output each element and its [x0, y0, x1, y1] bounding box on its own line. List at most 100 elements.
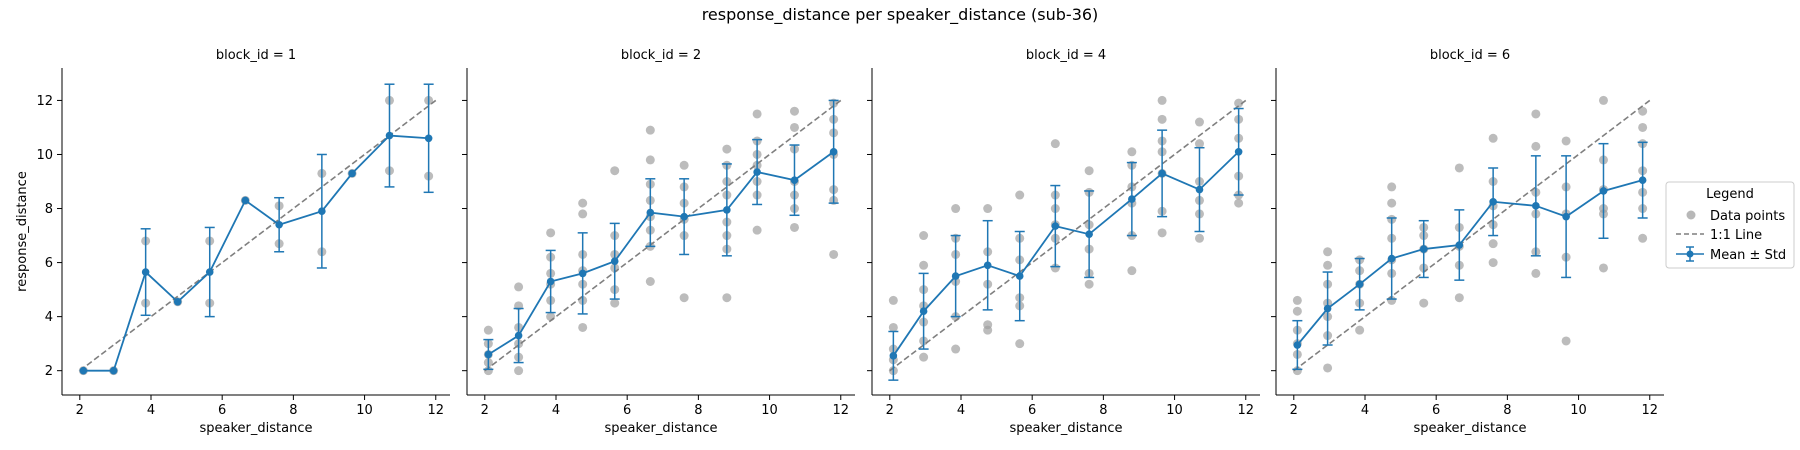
data-point — [1157, 114, 1167, 124]
mean-marker — [318, 207, 326, 216]
mean-marker — [79, 366, 88, 375]
data-point — [578, 198, 588, 208]
legend-frame — [1665, 181, 1795, 269]
panel: block_id = 2 2 4 6 8 10 12 speaker_distance — [462, 48, 855, 436]
y-tick-label: 12 — [36, 94, 53, 109]
mean-marker — [109, 366, 118, 375]
mean-marker — [1638, 176, 1647, 184]
y-tick-label: 4 — [45, 310, 53, 325]
data-point — [1638, 106, 1648, 116]
mean-marker — [723, 206, 731, 214]
mean-marker — [829, 147, 838, 156]
mean-marker — [1455, 241, 1464, 249]
mean-marker — [680, 212, 688, 221]
data-point — [679, 293, 689, 303]
x-tick-label: 12 — [1641, 403, 1658, 418]
mean-marker — [919, 307, 928, 316]
data-point — [722, 144, 732, 154]
mean-marker — [141, 268, 150, 276]
data-point — [919, 260, 929, 270]
data-point — [1387, 182, 1397, 192]
mean-marker — [753, 168, 761, 176]
panels: block_id = 1 2 4 6 8 10 12 2 4 6 8 10 12 speaker_dist… — [15, 48, 1664, 436]
legend-item-label: Data points — [1710, 209, 1785, 224]
x-tick-label: 12 — [427, 403, 444, 418]
data-point — [679, 160, 689, 170]
mean-marker — [1293, 341, 1302, 349]
x-tick-label: 12 — [832, 403, 849, 418]
data-point — [752, 225, 762, 235]
y-tick-label: 10 — [36, 148, 53, 163]
data-point — [1084, 166, 1094, 176]
panel: block_id = 6 2 4 6 8 10 12 speaker_distance — [1271, 48, 1664, 436]
mean-marker — [484, 350, 493, 359]
data-point — [1194, 117, 1204, 127]
data-point — [610, 298, 620, 308]
mean-marker — [424, 134, 433, 143]
legend: Legend Data points 1:1 Line Mean ± Std — [1665, 181, 1795, 269]
mean-marker — [1195, 185, 1204, 194]
data-point — [1598, 263, 1608, 273]
mean-marker — [1128, 195, 1136, 203]
data-point — [1638, 122, 1648, 132]
data-point — [483, 325, 493, 335]
mean-marker — [1085, 230, 1093, 239]
legend-item-label: Mean ± Std — [1710, 248, 1786, 263]
legend-title: Legend — [1706, 187, 1754, 202]
data-point — [722, 293, 732, 303]
data-point — [1387, 198, 1397, 208]
data-point — [752, 109, 762, 119]
figure-title: response_distance per speaker_distance (… — [702, 5, 1099, 25]
data-point — [1157, 95, 1167, 105]
mean-marker — [646, 208, 655, 217]
data-point — [1127, 147, 1137, 157]
data-point — [645, 276, 655, 286]
mean-marker — [205, 268, 214, 276]
data-point — [1488, 239, 1498, 249]
x-axis-label: speaker_distance — [1010, 421, 1123, 436]
x-tick-label: 10 — [356, 403, 373, 418]
x-axis-label: speaker_distance — [605, 421, 718, 436]
mean-marker — [1489, 197, 1497, 206]
data-point — [1292, 295, 1302, 305]
data-point — [645, 125, 655, 135]
panel: block_id = 4 2 4 6 8 10 12 speaker_distance — [867, 48, 1260, 436]
data-point — [1454, 163, 1464, 173]
y-tick-label: 6 — [45, 256, 53, 271]
mean-marker — [578, 269, 587, 278]
data-point — [1015, 339, 1025, 349]
mean-marker — [1015, 272, 1024, 280]
mean-marker — [1532, 202, 1540, 210]
x-tick-label: 4 — [957, 403, 965, 418]
data-point — [888, 295, 898, 305]
x-tick-label: 4 — [147, 403, 155, 418]
data-point — [514, 366, 524, 376]
data-point — [610, 166, 620, 176]
data-point — [1638, 233, 1648, 243]
mean-marker — [1599, 187, 1608, 195]
data-point — [919, 352, 929, 362]
data-point — [1323, 260, 1333, 270]
mean-marker — [1562, 212, 1570, 221]
data-point — [1531, 141, 1541, 151]
mean-marker — [889, 352, 898, 360]
panel-title: block_id = 1 — [216, 48, 296, 63]
x-tick-label: 8 — [694, 403, 702, 418]
mean-marker — [546, 277, 555, 286]
x-tick-label: 10 — [761, 403, 778, 418]
x-tick-label: 2 — [76, 403, 84, 418]
panel-title: block_id = 4 — [1026, 48, 1106, 63]
data-point — [951, 344, 961, 354]
data-point — [1531, 109, 1541, 119]
data-point — [1015, 190, 1025, 200]
mean-marker — [951, 272, 960, 280]
data-point — [789, 122, 799, 132]
data-point — [951, 204, 961, 214]
mean-marker — [385, 131, 394, 140]
legend-points-marker — [1686, 210, 1696, 220]
data-point — [1488, 258, 1498, 268]
y-axis-label: response_distance — [15, 171, 30, 292]
x-tick-label: 6 — [218, 403, 226, 418]
panel-title: block_id = 2 — [621, 48, 701, 63]
